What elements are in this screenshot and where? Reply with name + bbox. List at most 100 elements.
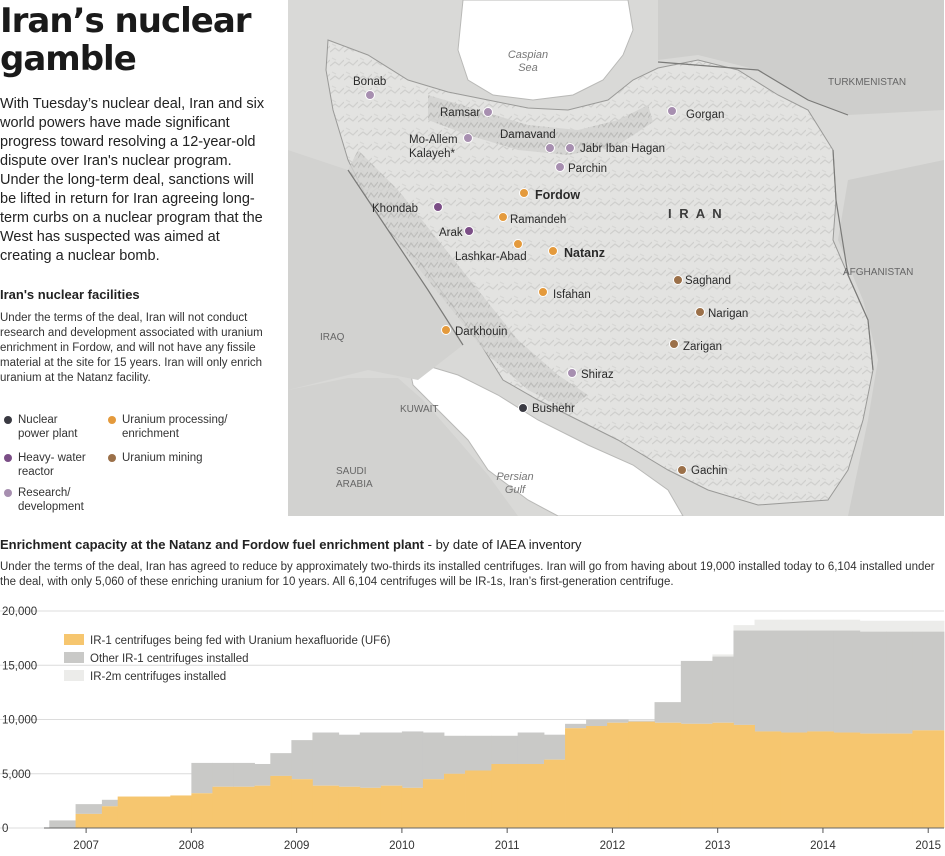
site-marker (555, 162, 565, 172)
area-step (807, 731, 834, 828)
area-step (517, 732, 545, 764)
area-step (833, 619, 861, 631)
x-tick-label: 2014 (810, 840, 836, 852)
chart-subtitle: Under the terms of the deal, Iran has ag… (0, 561, 935, 588)
area-step (780, 630, 808, 733)
site-label: Damavand (500, 129, 556, 141)
area-step (191, 793, 213, 828)
area-step (212, 786, 234, 828)
y-tick-label: 20,000 (2, 606, 37, 618)
area-step (422, 732, 445, 780)
chart-title-suffix: - by date of IAEA inventory (424, 537, 582, 552)
legend-label: IR-1 centrifuges being fed with Uranium … (90, 635, 391, 647)
site-label: Khondab (372, 203, 418, 215)
site-marker (518, 403, 528, 413)
site-marker (677, 465, 687, 475)
turkmenistan-land (658, 0, 944, 115)
area-step (291, 779, 313, 828)
area-step (270, 775, 292, 828)
area-step (886, 733, 913, 828)
legend-dot-icon (108, 416, 116, 424)
area-step (607, 719, 629, 723)
area-step (270, 753, 292, 776)
site-marker (441, 325, 451, 335)
arabia-land (288, 378, 518, 516)
area-step (75, 804, 103, 814)
site-label: Ramandeh (510, 214, 566, 226)
x-tick-label: 2015 (915, 840, 941, 852)
site-marker (567, 368, 577, 378)
area-step (912, 631, 945, 731)
area-step (233, 762, 255, 787)
area-step (491, 735, 519, 764)
area-step (233, 786, 255, 828)
area-step (444, 773, 466, 828)
area-step (859, 620, 887, 632)
site-label: Gorgan (686, 109, 724, 121)
intro-text: With Tuesday’s nuclear deal, Iran and si… (0, 96, 265, 264)
map-legend-item: Research/ development (4, 486, 84, 514)
area-step (401, 731, 424, 788)
legend-dot-icon (4, 454, 12, 462)
area-step (380, 785, 403, 828)
legend-swatch (64, 634, 84, 645)
area-step (733, 630, 755, 725)
site-marker (538, 287, 548, 297)
map-labels: I R A N Caspian Sea Persian Gulf TURKMENISTAN… (320, 49, 913, 496)
legend-dot-icon (4, 416, 12, 424)
map-legend-item: Nuclear power plant (4, 413, 77, 441)
alborz-mountains (428, 95, 653, 155)
x-tick-label: 2011 (495, 840, 520, 852)
site-label: Narigan (708, 308, 748, 320)
area-step (712, 654, 734, 657)
site-marker (463, 133, 473, 143)
area-step (338, 734, 361, 787)
left-panel: Iran’s nuclear gamble With Tuesday’s nuc… (0, 0, 280, 520)
site-label: Mo-Allem Kalayeh* (409, 134, 458, 160)
legend-label: Research/ development (18, 487, 84, 513)
area-step (338, 786, 361, 828)
area-step (628, 721, 655, 828)
country-label: I R A N (668, 206, 724, 221)
area-step (833, 732, 861, 828)
site-label: Jabr Iban Hagan (580, 143, 665, 155)
area-step (359, 787, 382, 828)
facilities-heading: Iran's nuclear facilities (0, 287, 140, 302)
area-step (607, 722, 629, 828)
site-label: Ramsar (440, 107, 480, 119)
site-marker (365, 90, 375, 100)
site-marker (483, 107, 493, 117)
iraq-land (288, 150, 463, 390)
area-step (680, 723, 713, 828)
persian-gulf (407, 359, 684, 516)
site-marker (545, 143, 555, 153)
site-label: Fordow (535, 188, 580, 202)
area-step (312, 785, 340, 828)
area-step (733, 625, 755, 631)
neighbor-label: KUWAIT (400, 404, 439, 415)
area-step (465, 735, 492, 771)
site-marker (673, 275, 683, 285)
x-tick-label: 2010 (389, 840, 415, 852)
area-step (654, 722, 682, 828)
area-step (544, 759, 566, 828)
site-label: Bushehr (532, 403, 575, 415)
x-tick-label: 2009 (284, 840, 310, 852)
legend-dot-icon (4, 489, 12, 497)
area-step (754, 619, 782, 631)
chart-legend: IR-1 centrifuges being fed with Uranium … (64, 634, 391, 683)
map-legend-item: Uranium processing/ enrichment (108, 413, 227, 441)
site-label: Shiraz (581, 369, 614, 381)
area-step (654, 702, 682, 723)
legend-label: Heavy- water reactor (18, 452, 86, 478)
area-step (312, 732, 340, 786)
area-step (780, 619, 808, 631)
area-step (401, 787, 424, 828)
site-label: Parchin (568, 163, 607, 175)
site-marker (433, 202, 443, 212)
site-label: Natanz (564, 246, 605, 260)
map-legend: Nuclear power plant Heavy- water reactor R… (0, 413, 280, 523)
legend-swatch (64, 670, 84, 681)
area-step (833, 630, 861, 733)
iran-map: I R A N Caspian Sea Persian Gulf TURKMENISTAN… (288, 0, 944, 516)
